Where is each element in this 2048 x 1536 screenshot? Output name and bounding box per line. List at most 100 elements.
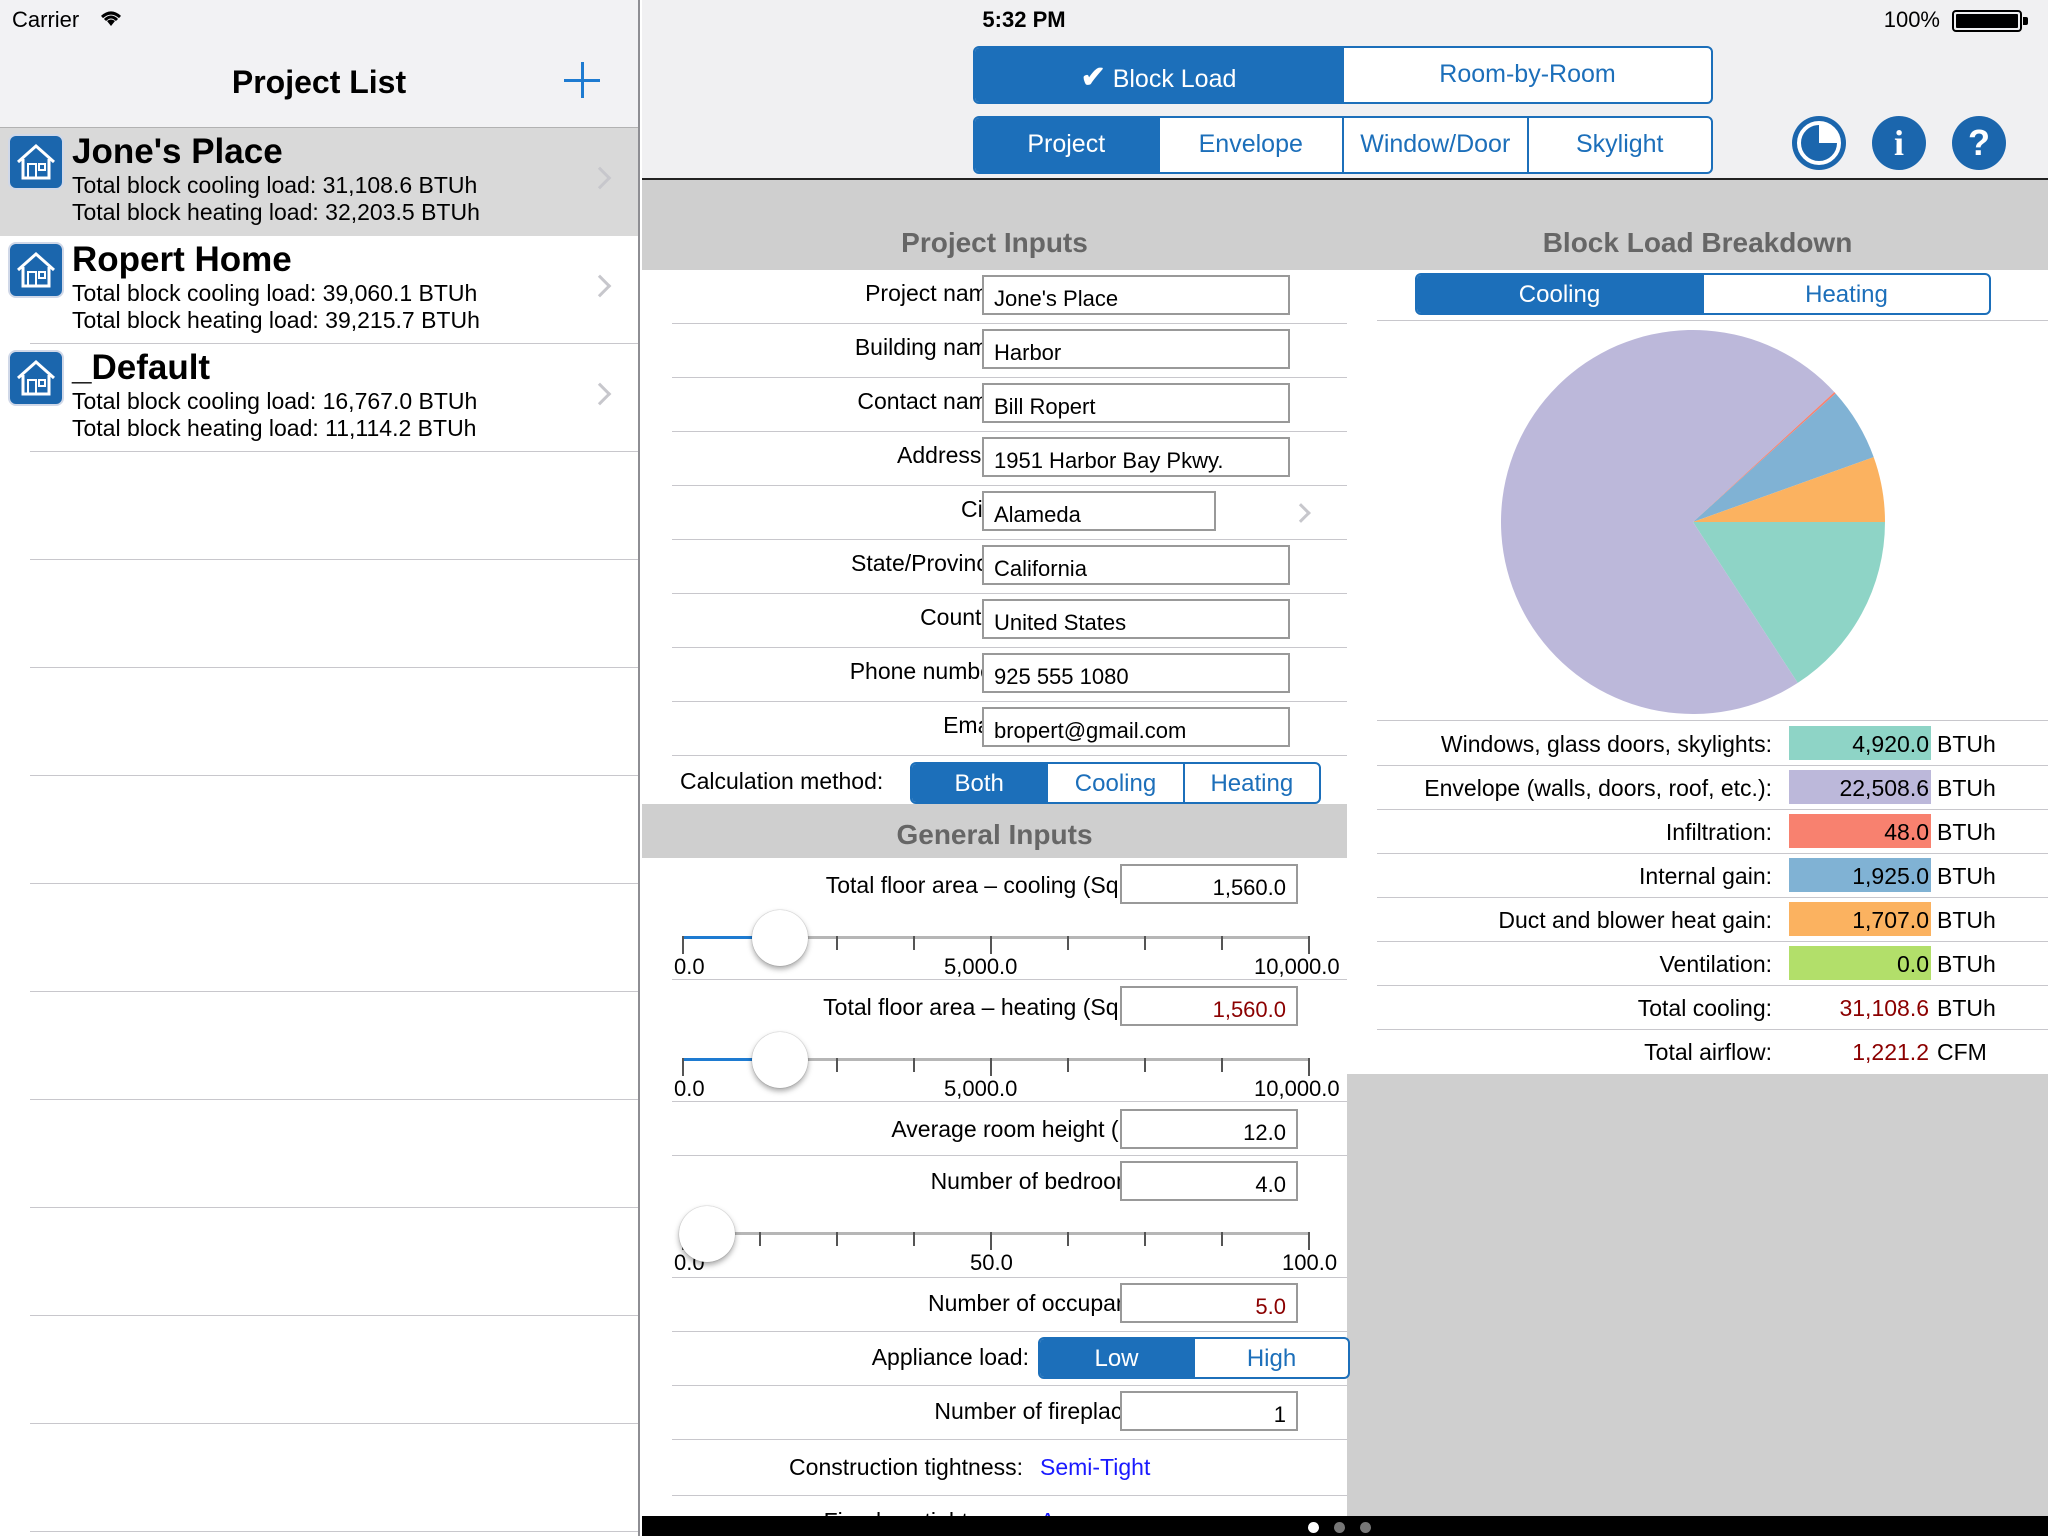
slider-max-label: 100.0 bbox=[1282, 1250, 1338, 1275]
phone-field[interactable]: 925 555 1080 bbox=[982, 653, 1290, 693]
breakdown-label: Envelope (walls, doors, roof, etc.): bbox=[1424, 775, 1772, 801]
project-heating-load: Total block heating load: 11,114.2 BTUh bbox=[72, 415, 477, 441]
appliance-high[interactable]: High bbox=[1193, 1339, 1348, 1377]
info-button[interactable]: i bbox=[1872, 116, 1926, 170]
occupants-field[interactable]: 5.0 bbox=[1120, 1283, 1298, 1323]
tab-cooling[interactable]: Cooling bbox=[1417, 275, 1702, 313]
tightness-row[interactable]: Construction tightness: Semi-Tight bbox=[672, 1440, 1347, 1496]
row-divider bbox=[30, 1531, 638, 1532]
slider-tick bbox=[759, 1232, 761, 1246]
tab-project[interactable]: Project bbox=[975, 118, 1158, 172]
breakdown-label: Total cooling: bbox=[1637, 995, 1772, 1021]
project-name-row: Project name: Jone's Place bbox=[672, 270, 1347, 324]
calc-method-cooling[interactable]: Cooling bbox=[1046, 764, 1182, 802]
contact-name-field[interactable]: Bill Ropert bbox=[982, 383, 1290, 423]
breakdown-unit: BTUh bbox=[1937, 775, 1996, 801]
tab-skylight[interactable]: Skylight bbox=[1526, 118, 1712, 172]
wifi-icon bbox=[98, 8, 124, 34]
fireplaces-row: Number of fireplaces: 1 bbox=[672, 1386, 1347, 1440]
floor-cooling-row: Total floor area – cooling (SqFt): 1,560… bbox=[672, 858, 1347, 980]
tab-envelope[interactable]: Envelope bbox=[1157, 118, 1343, 172]
general-inputs-section: Total floor area – cooling (SqFt): 1,560… bbox=[642, 858, 1350, 1518]
help-button[interactable]: ? bbox=[1952, 116, 2006, 170]
breakdown-value: 31,108.6 bbox=[1839, 995, 1929, 1021]
tightness-value: Semi-Tight bbox=[1040, 1454, 1151, 1480]
slider-thumb[interactable] bbox=[751, 1032, 808, 1088]
page-dot[interactable] bbox=[1334, 1522, 1345, 1533]
divider bbox=[1377, 320, 2048, 321]
calc-method-row: Calculation method: Both Cooling Heating bbox=[642, 756, 1347, 810]
fireplaces-field[interactable]: 1 bbox=[1120, 1391, 1298, 1431]
occupants-label: Number of occupants: bbox=[927, 1290, 1153, 1316]
calc-method-heating[interactable]: Heating bbox=[1182, 764, 1319, 802]
slider-tick bbox=[682, 936, 684, 954]
fireplace-tightness-row[interactable]: Fireplace tightness: A bbox=[672, 1496, 1347, 1518]
slider-thumb[interactable] bbox=[679, 1206, 736, 1262]
mode-segmented-control: ✔ Block Load Room-by-Room bbox=[973, 46, 1713, 104]
fireplace-tightness-value: A bbox=[1040, 1508, 1055, 1518]
battery-icon bbox=[1952, 10, 2022, 32]
room-height-field[interactable]: 12.0 bbox=[1120, 1109, 1298, 1149]
project-name-field[interactable]: Jone's Place bbox=[982, 275, 1290, 315]
row-divider bbox=[30, 667, 638, 668]
slider-tick bbox=[1308, 1058, 1310, 1076]
floor-heating-field[interactable]: 1,560.0 bbox=[1120, 986, 1298, 1026]
appliance-low[interactable]: Low bbox=[1040, 1339, 1193, 1377]
slider-tick bbox=[682, 1058, 684, 1076]
chevron-right-icon[interactable] bbox=[1291, 503, 1311, 523]
checkmark-icon: ✔ bbox=[1080, 61, 1106, 94]
project-row-jones-place[interactable]: Jone's Place Total block cooling load: 3… bbox=[0, 128, 638, 236]
tab-block-load[interactable]: ✔ Block Load bbox=[975, 48, 1342, 102]
add-project-button[interactable] bbox=[562, 60, 602, 100]
pie-chart-icon[interactable] bbox=[1792, 116, 1846, 170]
slider-tick bbox=[1221, 1232, 1223, 1246]
appliance-row: Appliance load: Low High bbox=[672, 1332, 1350, 1386]
occupants-row: Number of occupants: 5.0 bbox=[672, 1278, 1347, 1332]
calc-method-both[interactable]: Both bbox=[912, 764, 1047, 802]
bedrooms-slider[interactable] bbox=[682, 1232, 1310, 1235]
tab-heating[interactable]: Heating bbox=[1702, 275, 1989, 313]
breakdown-row-total-airflow: Total airflow: 1,221.2 CFM bbox=[1377, 1030, 2048, 1074]
address-row: Address 1: 1951 Harbor Bay Pkwy. bbox=[672, 432, 1347, 486]
row-divider bbox=[30, 883, 638, 884]
project-row-ropert-home[interactable]: Ropert Home Total block cooling load: 39… bbox=[0, 236, 638, 344]
tab-window-door[interactable]: Window/Door bbox=[1342, 118, 1527, 172]
page-dot[interactable] bbox=[1360, 1522, 1371, 1533]
slider-max-label: 10,000.0 bbox=[1254, 954, 1340, 979]
bedrooms-field[interactable]: 4.0 bbox=[1120, 1161, 1298, 1201]
project-inputs-section: Project name: Jone's Place Building name… bbox=[642, 270, 1347, 804]
project-row-default[interactable]: _Default Total block cooling load: 16,76… bbox=[0, 344, 638, 452]
fireplace-tightness-label: Fireplace tightness: bbox=[824, 1508, 1023, 1518]
floor-heating-slider[interactable] bbox=[682, 1058, 1310, 1061]
slider-mid-label: 5,000.0 bbox=[944, 954, 1018, 979]
page-dot-active[interactable] bbox=[1308, 1522, 1319, 1533]
slider-thumb[interactable] bbox=[751, 910, 808, 966]
breakdown-unit: BTUh bbox=[1937, 819, 1996, 845]
country-field[interactable]: United States bbox=[982, 599, 1290, 639]
slider-tick bbox=[1144, 936, 1146, 950]
pie-slice-1 bbox=[1501, 330, 1835, 714]
state-field[interactable]: California bbox=[982, 545, 1290, 585]
breakdown-unit: CFM bbox=[1937, 1039, 1987, 1065]
breakdown-row-infiltration: Infiltration: 48.0 BTUh bbox=[1377, 810, 2048, 854]
building-name-field[interactable]: Harbor bbox=[982, 329, 1290, 369]
slider-tick bbox=[1144, 1232, 1146, 1246]
slider-mid-label: 50.0 bbox=[970, 1250, 1013, 1275]
building-name-row: Building name: Harbor bbox=[672, 324, 1347, 378]
breakdown-tabs: Cooling Heating bbox=[1415, 273, 1991, 315]
email-row: Email: bropert@gmail.com bbox=[672, 702, 1347, 756]
row-divider bbox=[30, 1099, 638, 1100]
slider-tick bbox=[990, 1232, 992, 1250]
slider-max-label: 10,000.0 bbox=[1254, 1076, 1340, 1101]
email-field[interactable]: bropert@gmail.com bbox=[982, 707, 1290, 747]
breakdown-label: Windows, glass doors, skylights: bbox=[1440, 731, 1772, 757]
floor-cooling-field[interactable]: 1,560.0 bbox=[1120, 864, 1298, 904]
project-inputs-header: Project Inputs bbox=[901, 227, 1088, 258]
address-field[interactable]: 1951 Harbor Bay Pkwy. bbox=[982, 437, 1290, 477]
city-field[interactable]: Alameda bbox=[982, 491, 1216, 531]
floor-cooling-label: Total floor area – cooling (SqFt): bbox=[825, 872, 1153, 898]
tab-room-by-room[interactable]: Room-by-Room bbox=[1342, 48, 1711, 102]
slider-tick bbox=[990, 936, 992, 954]
floor-cooling-slider[interactable] bbox=[682, 936, 1310, 939]
project-name: Jone's Place bbox=[72, 132, 283, 171]
